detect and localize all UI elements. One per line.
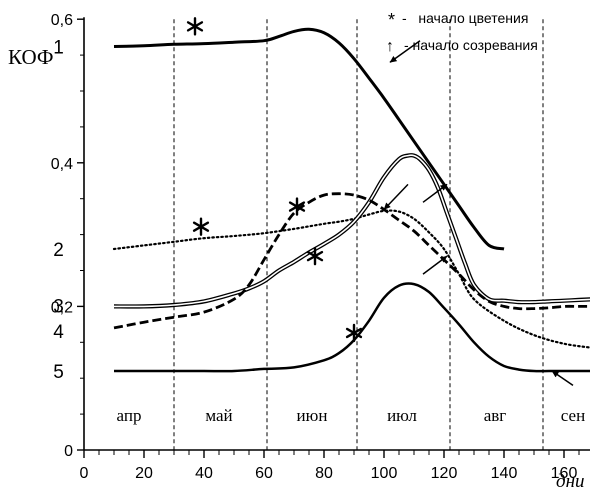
y-ticks: 00,20,40,6 <box>51 12 84 460</box>
ripening-arrow <box>384 184 408 209</box>
x-tick-label: 0 <box>80 465 89 482</box>
y-tick-label: 0 <box>64 443 73 460</box>
flowering-marker <box>194 219 208 235</box>
x-tick-label: 100 <box>371 465 398 482</box>
series-3-line-inner <box>114 155 590 306</box>
month-label: июн <box>297 406 328 425</box>
series-2-line <box>114 211 590 348</box>
x-tick-label: 20 <box>135 465 153 482</box>
series-label: 5 <box>53 362 64 383</box>
series-label: 2 <box>53 240 64 261</box>
y-axis-label: КОФ <box>8 45 54 69</box>
ripening-arrow <box>423 256 447 274</box>
series-label: 4 <box>53 322 64 343</box>
series-label: 1 <box>53 37 64 58</box>
month-label: май <box>205 406 232 425</box>
series-1-line <box>114 29 504 249</box>
legend-ripening-text: - начало созревания <box>404 37 538 53</box>
x-axis-label: дни <box>556 471 585 492</box>
month-label: июл <box>387 406 417 425</box>
x-ticks: 0 20 40 60 80 100 120 140 160 <box>80 450 590 482</box>
flowering-markers <box>188 18 361 341</box>
legend-flowering-text: - начало цветения <box>402 10 528 26</box>
month-label: апр <box>117 406 142 425</box>
month-labels: апр май июн июл авг сен <box>117 406 586 425</box>
y-tick-label: 0,6 <box>51 12 73 29</box>
x-tick-label: 60 <box>255 465 273 482</box>
curves <box>114 29 590 371</box>
month-label: авг <box>484 406 507 425</box>
legend-flowering-symbol: * <box>388 10 395 30</box>
series-3-line <box>114 155 590 306</box>
y-tick-label: 0,4 <box>51 156 73 173</box>
series-4-line <box>114 194 590 328</box>
x-tick-label: 120 <box>431 465 458 482</box>
x-tick-label: 140 <box>491 465 518 482</box>
legend: * - начало цветения ↑ - начало созревани… <box>386 10 538 55</box>
x-tick-label: 40 <box>195 465 213 482</box>
series-label: 3 <box>53 297 64 318</box>
x-tick-label: 80 <box>315 465 333 482</box>
legend-ripening-symbol: ↑ <box>386 38 394 55</box>
month-label: сен <box>561 406 585 425</box>
flowering-marker <box>188 18 202 34</box>
ripening-arrows <box>384 41 573 386</box>
month-dividers <box>174 19 543 450</box>
series-labels: 1 2 3 4 5 <box>53 37 64 383</box>
ripening-arrow <box>552 371 573 385</box>
